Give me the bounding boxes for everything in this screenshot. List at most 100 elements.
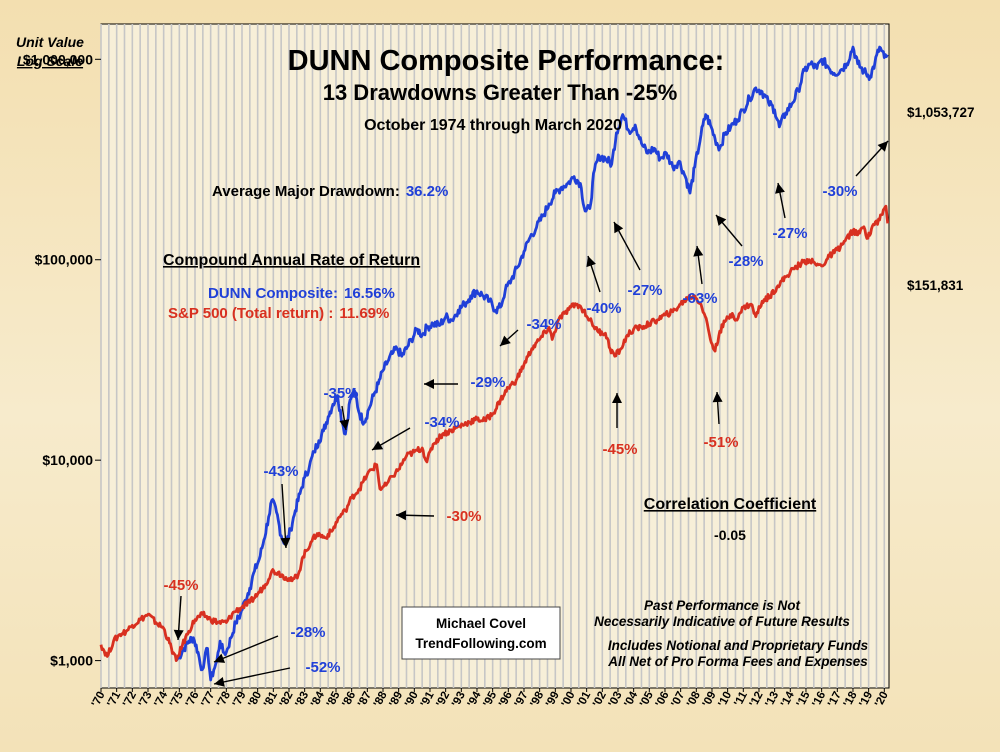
- x-tick-label: '11: [732, 689, 750, 708]
- legend-dunn: DUNN Composite: 16.56%: [208, 285, 395, 302]
- drawdown-label: -63%: [682, 290, 717, 307]
- dunn-composite-line: [175, 45, 889, 682]
- dunn-end-value: $1,053,727: [907, 105, 975, 120]
- date-range: October 1974 through March 2020: [364, 117, 622, 134]
- x-tick-label: '95: [481, 689, 499, 709]
- x-tick-label: '93: [450, 690, 468, 709]
- drawdown-label: -28%: [290, 624, 325, 641]
- disclaimer-line3: Includes Notional and Proprietary Funds: [608, 638, 869, 653]
- x-tick-label: '75: [168, 689, 186, 709]
- drawdown-arrow-line: [213, 635, 279, 663]
- x-tick-label: '80: [246, 690, 264, 709]
- chart-subtitle: 13 Drawdowns Greater Than -25%: [323, 80, 678, 105]
- drawdown-arrow-head: [586, 256, 596, 268]
- credit-name: Michael Covel: [436, 616, 526, 631]
- x-tick-label: '18: [842, 689, 860, 709]
- disclaimer-line4: All Net of Pro Forma Fees and Expenses: [607, 654, 868, 669]
- x-tick-label: '94: [466, 689, 484, 709]
- drawdown-arrow-line: [213, 667, 291, 685]
- drawdown-arrow-head: [396, 510, 407, 521]
- x-tick-label: '99: [544, 690, 562, 709]
- series-lines: [99, 45, 890, 682]
- x-tick-label: '00: [560, 690, 578, 709]
- x-tick-label: '81: [262, 689, 280, 709]
- x-tick-label: '13: [763, 690, 781, 709]
- drawdown-label: -34%: [424, 414, 459, 431]
- x-tick-label: '20: [873, 690, 891, 709]
- x-tick-label: '88: [372, 689, 390, 709]
- x-tick-label: '01: [575, 689, 593, 709]
- drawdown-label: -34%: [526, 316, 561, 333]
- x-tick-label: '19: [857, 690, 875, 709]
- y-tick-label: $1,000: [50, 653, 93, 669]
- x-tick-label: '10: [716, 690, 734, 709]
- x-tick-label: '82: [278, 690, 296, 709]
- x-tick-label: '87: [356, 690, 374, 709]
- drawdown-label: -45%: [602, 441, 637, 458]
- x-tick-label: '89: [387, 690, 405, 709]
- y-axis-label-line1: Unit Value: [16, 34, 84, 50]
- x-tick-label: '90: [403, 690, 421, 709]
- x-tick-label: '74: [152, 689, 170, 709]
- drawdown-label: -27%: [772, 225, 807, 242]
- disclaimer-line2: Necessarily Indicative of Future Results: [594, 614, 850, 629]
- avg-drawdown-label: Average Major Drawdown: 36.2%: [212, 183, 448, 200]
- drawdown-label: -40%: [586, 300, 621, 317]
- drawdown-arrow-head: [500, 335, 511, 346]
- x-tick-label: '79: [231, 690, 249, 709]
- x-tick-label: '70: [90, 690, 108, 709]
- drawdown-label: -51%: [703, 434, 738, 451]
- drawdown-arrow-head: [712, 392, 723, 403]
- credit-site: TrendFollowing.com: [415, 636, 546, 651]
- x-tick-label: '72: [121, 690, 139, 709]
- x-tick-label: '06: [654, 690, 672, 709]
- x-tick-label: '77: [199, 690, 217, 709]
- drawdown-label: -28%: [728, 253, 763, 270]
- drawdown-arrow-head: [614, 222, 624, 234]
- x-tick-label: '14: [779, 689, 797, 709]
- x-tick-label: '83: [293, 690, 311, 709]
- x-tick-label: '71: [105, 689, 123, 709]
- drawdown-arrow-head: [214, 677, 225, 687]
- x-tick-label: '97: [513, 690, 531, 709]
- drawdown-label: -30%: [822, 183, 857, 200]
- x-tick-label: '04: [622, 689, 640, 709]
- x-tick-label: '05: [638, 689, 656, 709]
- x-tick-label: '12: [748, 690, 766, 709]
- x-tick-label: '85: [325, 689, 343, 709]
- credit-box: [401, 606, 561, 660]
- x-tick-label: '91: [419, 689, 437, 709]
- legend-title: Compound Annual Rate of Return: [163, 252, 420, 269]
- disclaimer-line1: Past Performance is Not: [644, 598, 801, 613]
- x-tick-label: '08: [685, 689, 703, 709]
- drawdown-arrow-head: [716, 215, 727, 226]
- gridlines: [100, 24, 886, 688]
- x-tick-label: '84: [309, 689, 327, 709]
- x-tick-label: '15: [795, 689, 813, 709]
- y-tick-label: $10,000: [42, 452, 93, 468]
- drawdown-arrow-head: [877, 141, 888, 152]
- x-tick-label: '76: [184, 690, 202, 709]
- drawdown-annotations: -45% -28% -52% -43% -35% -34% -29% -34% -40% -27%…: [163, 140, 889, 687]
- plot-area: [100, 23, 890, 689]
- drawdown-label: -52%: [305, 659, 340, 676]
- drawdown-label: -45%: [163, 577, 198, 594]
- drawdown-arrow-head: [339, 419, 350, 430]
- correlation-title: Correlation Coefficient: [644, 496, 817, 513]
- drawdown-arrow-head: [214, 653, 226, 663]
- chart-title: DUNN Composite Performance:: [288, 45, 725, 77]
- x-tick-label: '98: [528, 689, 546, 709]
- x-axis: '70'71'72'73'74'75'76'77'78'79'80'81'82'…: [90, 688, 891, 709]
- drawdown-arrow-head: [280, 537, 291, 548]
- x-tick-label: '73: [137, 690, 155, 709]
- x-tick-label: '17: [826, 690, 844, 709]
- x-tick-label: '16: [810, 690, 828, 709]
- y-tick-label: $100,000: [35, 252, 94, 268]
- x-tick-label: '03: [607, 690, 625, 709]
- drawdown-label: -43%: [263, 463, 298, 480]
- y-axis-label-line2: Log Scale: [17, 53, 83, 69]
- drawdown-arrow-head: [424, 379, 434, 389]
- y-tick-label: $1,000,000: [23, 51, 93, 67]
